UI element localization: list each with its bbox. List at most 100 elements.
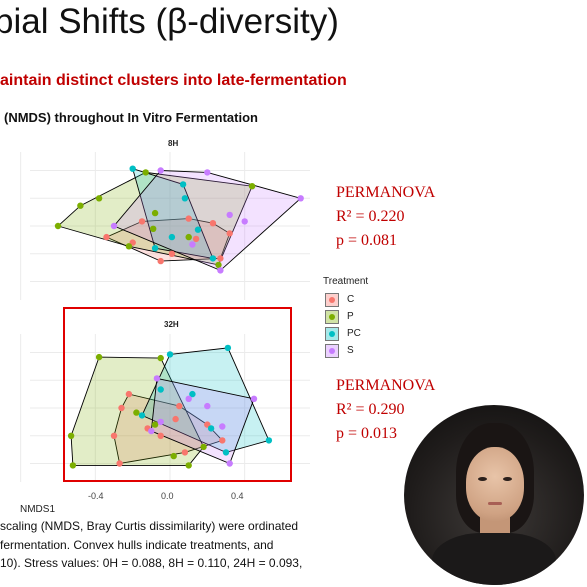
legend-swatch-pc <box>325 326 339 341</box>
presenter-face <box>466 447 524 521</box>
x-axis-title: NMDS1 <box>20 504 56 515</box>
point-s <box>110 222 118 230</box>
legend-swatch-s <box>325 343 339 358</box>
point-s <box>148 427 155 435</box>
point-s <box>204 169 211 176</box>
point-c <box>192 235 200 243</box>
stats-bottom-name: PERMANOVA <box>336 377 436 394</box>
point-s <box>250 395 258 402</box>
caption-line-2: fermentation. Convex hulls indicate trea… <box>0 538 274 552</box>
point-pc <box>209 255 217 262</box>
hull-pc <box>141 347 270 453</box>
legend-label-p: P <box>347 311 354 322</box>
point-p <box>200 443 207 451</box>
slide-title: bial Shifts (β-diversity) <box>0 2 339 41</box>
point-c <box>157 257 164 265</box>
point-p <box>215 261 222 269</box>
point-c <box>157 432 164 439</box>
stats-bottom: PERMANOVA R² = 0.290 p = 0.013 <box>336 374 435 446</box>
legend-label-pc: PC <box>347 328 361 339</box>
point-pc <box>207 425 215 432</box>
panel-label-8h: 8H <box>168 139 179 148</box>
legend-title: Treatment <box>323 276 369 287</box>
point-pc <box>179 181 187 188</box>
point-p <box>95 353 103 361</box>
panel-32h <box>20 334 310 482</box>
stats-top-r2: R² = 0.220 <box>336 208 405 225</box>
stats-bottom-p: p = 0.013 <box>336 425 398 442</box>
point-p <box>157 354 164 362</box>
x-tick-label: -0.4 <box>88 491 104 501</box>
point-p <box>67 432 75 439</box>
legend-label-s: S <box>347 345 354 356</box>
point-p <box>150 225 157 232</box>
point-c <box>217 255 224 262</box>
point-s <box>204 402 211 410</box>
slide-subtitle: aintain distinct clusters into late-ferm… <box>0 72 347 89</box>
legend-item-p: P <box>323 308 368 325</box>
point-p <box>151 421 159 428</box>
point-c <box>116 460 123 467</box>
legend-item-c: C <box>323 291 368 308</box>
legend-label-c: C <box>347 294 355 305</box>
point-p <box>151 209 159 217</box>
point-pc <box>265 437 273 444</box>
point-p <box>125 243 133 250</box>
legend-item-s: S <box>323 342 368 359</box>
point-pc <box>194 226 202 233</box>
point-s <box>185 395 192 402</box>
point-p <box>185 462 192 469</box>
stats-top-p: p = 0.081 <box>336 232 398 249</box>
point-s <box>219 423 226 430</box>
point-pc <box>168 233 176 241</box>
point-c <box>118 404 125 412</box>
figure-title: (NMDS) throughout In Vitro Fermentation <box>4 110 258 125</box>
point-pc <box>222 449 230 456</box>
point-pc <box>138 412 146 419</box>
point-pc <box>189 390 196 398</box>
point-p <box>77 202 84 209</box>
point-s <box>157 418 164 426</box>
point-p <box>248 183 256 190</box>
point-c <box>138 218 146 225</box>
point-c <box>209 220 217 227</box>
point-c <box>185 215 192 222</box>
point-c <box>172 415 179 423</box>
x-tick-label: 0.4 <box>231 491 244 501</box>
point-p <box>133 409 140 416</box>
point-pc <box>129 165 136 172</box>
legend-swatch-c <box>325 292 339 307</box>
point-s <box>189 241 196 248</box>
panel-8h <box>20 152 310 300</box>
point-s <box>157 167 164 174</box>
point-c <box>110 432 118 439</box>
legend-swatch-p <box>325 309 339 324</box>
point-pc <box>157 386 164 393</box>
point-p <box>54 222 62 230</box>
point-c <box>219 437 226 444</box>
point-p <box>185 233 192 241</box>
point-p <box>95 195 103 202</box>
panel-label-32h: 32H <box>164 320 179 329</box>
point-s <box>217 267 224 274</box>
point-s <box>241 218 248 225</box>
point-s <box>226 460 233 467</box>
x-tick-label: 0.0 <box>161 491 174 501</box>
point-c <box>181 449 189 456</box>
legend-item-pc: PC <box>323 325 368 342</box>
point-c <box>226 230 233 237</box>
highlight-box <box>63 307 292 482</box>
point-p <box>170 452 177 460</box>
stats-bottom-r2: R² = 0.290 <box>336 401 405 418</box>
point-s <box>153 375 161 382</box>
point-c <box>168 250 176 257</box>
point-c <box>125 390 133 398</box>
point-pc <box>151 245 159 252</box>
stats-top: PERMANOVA R² = 0.220 p = 0.081 <box>336 181 435 253</box>
point-s <box>226 211 233 219</box>
caption-line-3: 10). Stress values: 0H = 0.088, 8H = 0.1… <box>0 556 303 570</box>
stats-top-name: PERMANOVA <box>336 184 436 201</box>
point-s <box>297 195 304 202</box>
point-c <box>103 233 110 241</box>
